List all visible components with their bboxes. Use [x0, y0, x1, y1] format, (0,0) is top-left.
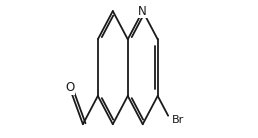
Text: Br: Br: [172, 115, 184, 125]
Text: O: O: [65, 81, 74, 94]
Text: N: N: [138, 5, 147, 18]
